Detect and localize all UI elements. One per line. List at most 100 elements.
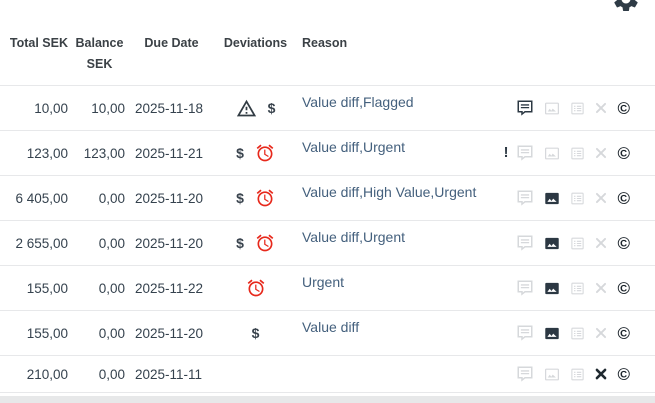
image-icon[interactable] <box>543 366 561 383</box>
delete-x-icon[interactable] <box>594 326 608 340</box>
image-icon[interactable] <box>543 325 561 342</box>
copyright-icon[interactable]: © <box>617 278 630 298</box>
balance-sek-cell: 0,00 <box>98 325 125 341</box>
list-icon[interactable] <box>570 236 585 251</box>
row-actions: © <box>505 99 655 117</box>
table-row[interactable]: 155,00 0,00 2025-11-22 Urgent © <box>0 266 655 311</box>
dollar-deviation-icon: $ <box>251 325 260 341</box>
row-actions: © <box>505 279 655 297</box>
row-actions: © <box>505 189 655 207</box>
list-icon[interactable] <box>570 101 585 116</box>
copyright-icon[interactable]: © <box>617 143 630 163</box>
table-row[interactable]: 155,00 0,00 2025-11-20 $ Value diff © <box>0 311 655 356</box>
table-row[interactable]: 10,00 10,00 2025-11-18 $ Value diff,Flag… <box>0 86 655 131</box>
reason-cell: Urgent <box>302 274 345 290</box>
alarm-clock-icon <box>255 233 275 253</box>
copyright-icon[interactable]: © <box>617 98 630 118</box>
table-row[interactable]: 123,00 123,00 2025-11-21 $ Value diff,Ur… <box>0 131 655 176</box>
column-header-reason[interactable]: Reason <box>302 36 348 50</box>
delete-x-icon[interactable] <box>594 367 608 381</box>
column-header-due-date[interactable]: Due Date <box>144 36 199 50</box>
list-icon[interactable] <box>570 281 585 296</box>
delete-x-icon[interactable] <box>594 191 608 205</box>
image-icon[interactable] <box>543 145 561 162</box>
table-row[interactable]: 6 405,00 0,00 2025-11-20 $ Value diff,Hi… <box>0 176 655 221</box>
deviations-cell <box>218 278 293 298</box>
dollar-deviation-icon: $ <box>236 190 244 206</box>
due-date-cell: 2025-11-20 <box>135 325 204 341</box>
table-row[interactable]: 210,00 0,00 2025-11-11 © <box>0 356 655 393</box>
column-header-deviations[interactable]: Deviations <box>223 36 288 50</box>
dollar-deviation-icon: $ <box>267 100 276 116</box>
delete-x-icon[interactable] <box>594 236 608 250</box>
deviations-cell: $ <box>218 233 293 253</box>
alarm-clock-icon <box>255 188 275 208</box>
due-date-cell: 2025-11-20 <box>135 235 204 251</box>
total-sek-cell: 155,00 <box>26 325 68 341</box>
list-icon[interactable] <box>570 146 585 161</box>
balance-sek-cell: 0,00 <box>98 190 125 206</box>
horizontal-scrollbar[interactable] <box>0 396 655 403</box>
due-date-cell: 2025-11-11 <box>135 366 203 382</box>
copyright-icon[interactable]: © <box>617 364 630 384</box>
balance-sek-cell: 123,00 <box>83 145 125 161</box>
image-icon[interactable] <box>543 190 561 207</box>
balance-sek-cell: 0,00 <box>98 235 125 251</box>
deviations-cell: $ <box>218 143 293 163</box>
delete-x-icon[interactable] <box>594 146 608 160</box>
copyright-icon[interactable]: © <box>617 233 630 253</box>
balance-sek-cell: 0,00 <box>98 280 125 296</box>
due-date-cell: 2025-11-18 <box>135 100 204 116</box>
list-icon[interactable] <box>570 367 585 382</box>
comment-icon[interactable] <box>516 365 534 383</box>
balance-sek-cell: 0,00 <box>98 366 125 382</box>
image-icon[interactable] <box>543 100 561 117</box>
comment-icon[interactable] <box>516 144 534 162</box>
row-actions: ! © <box>503 143 655 163</box>
warning-triangle-icon <box>236 98 257 119</box>
comment-icon[interactable] <box>516 189 534 207</box>
total-sek-cell: 155,00 <box>26 280 68 296</box>
column-header-balance-sek[interactable]: Balance SEK <box>75 36 124 71</box>
alarm-clock-icon <box>246 278 266 298</box>
reason-cell: Value diff <box>302 319 360 335</box>
comment-icon[interactable] <box>516 324 534 342</box>
due-date-cell: 2025-11-22 <box>135 280 204 296</box>
row-actions: © <box>505 324 655 342</box>
total-sek-cell: 210,00 <box>26 366 68 382</box>
delete-x-icon[interactable] <box>594 281 608 295</box>
delete-x-icon[interactable] <box>594 101 608 115</box>
exclamation-indicator: ! <box>503 145 509 161</box>
balance-sek-cell: 10,00 <box>91 100 125 116</box>
dollar-deviation-icon: $ <box>236 235 244 251</box>
copyright-icon[interactable]: © <box>617 323 630 343</box>
reason-cell: Value diff,Urgent <box>302 139 405 155</box>
table-row[interactable]: 2 655,00 0,00 2025-11-20 $ Value diff,Ur… <box>0 221 655 266</box>
list-icon[interactable] <box>570 326 585 341</box>
gear-icon[interactable] <box>611 0 641 14</box>
reason-cell: Value diff,High Value,Urgent <box>302 184 477 200</box>
dollar-deviation-icon: $ <box>236 145 244 161</box>
total-sek-cell: 123,00 <box>26 145 68 161</box>
deviations-cell: $ <box>218 325 293 341</box>
comment-icon[interactable] <box>516 279 534 297</box>
total-sek-cell: 6 405,00 <box>15 190 68 206</box>
deviations-cell: $ <box>218 98 293 119</box>
list-icon[interactable] <box>570 191 585 206</box>
comment-icon[interactable] <box>516 234 534 252</box>
alarm-clock-icon <box>255 143 275 163</box>
due-date-cell: 2025-11-21 <box>135 145 204 161</box>
reason-cell <box>293 356 505 364</box>
total-sek-cell: 2 655,00 <box>15 235 68 251</box>
copyright-icon[interactable]: © <box>617 188 630 208</box>
table-header: Total SEK Balance SEK Due Date Deviation… <box>0 0 655 86</box>
image-icon[interactable] <box>543 235 561 252</box>
row-actions: © <box>505 365 655 383</box>
column-header-total-sek[interactable]: Total SEK <box>9 36 68 50</box>
comment-icon[interactable] <box>516 99 534 117</box>
image-icon[interactable] <box>543 280 561 297</box>
reason-cell: Value diff,Urgent <box>302 229 405 245</box>
deviations-cell: $ <box>218 188 293 208</box>
due-date-cell: 2025-11-20 <box>135 190 204 206</box>
